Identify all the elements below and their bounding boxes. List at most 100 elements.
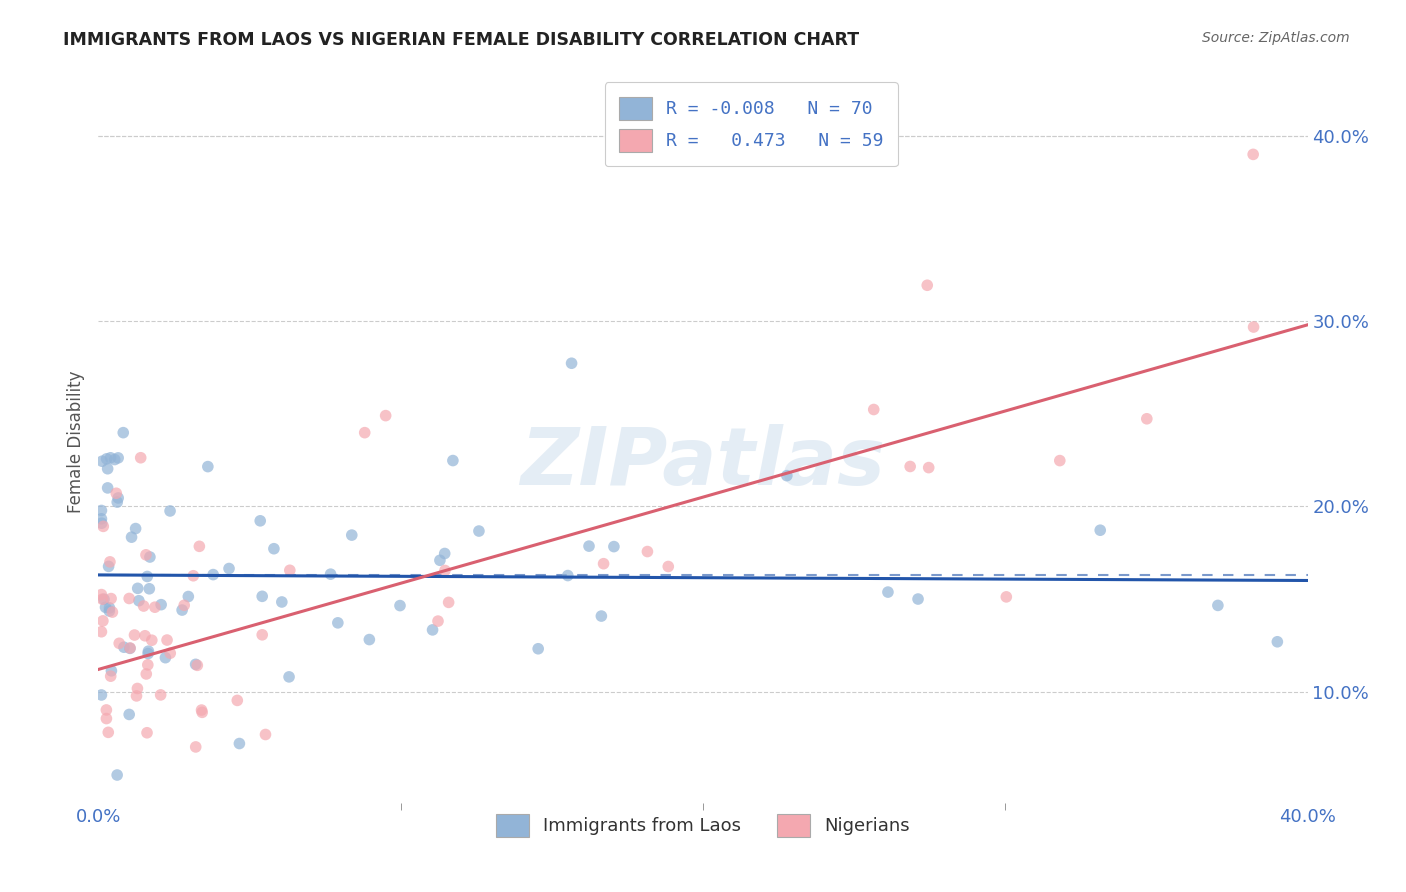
Point [100, 664, 122, 678]
Point [96, 703, 118, 717]
Point [124, 522, 146, 536]
Point [263, 541, 285, 556]
Point [90, 588, 112, 602]
Point [388, 599, 411, 613]
Y-axis label: Female Disability: Female Disability [66, 370, 84, 513]
Point [100, 450, 122, 465]
Point [91, 454, 114, 468]
Point [228, 737, 250, 751]
Point [877, 585, 900, 599]
Point [319, 567, 342, 582]
Point [437, 595, 460, 609]
Point [105, 768, 128, 782]
Point [340, 528, 363, 542]
Point [136, 569, 159, 583]
Point [1206, 599, 1229, 613]
Point [132, 599, 155, 613]
Point [100, 669, 122, 683]
Point [91, 592, 114, 607]
Point [188, 539, 211, 553]
Point [93, 592, 115, 607]
Point [915, 278, 938, 293]
Point [191, 706, 214, 720]
Point [918, 460, 941, 475]
Point [135, 548, 157, 562]
Point [184, 657, 207, 672]
Point [149, 688, 172, 702]
Point [218, 561, 240, 575]
Text: Source: ZipAtlas.com: Source: ZipAtlas.com [1202, 31, 1350, 45]
Point [898, 459, 921, 474]
Point [353, 425, 375, 440]
Point [90, 624, 112, 639]
Point [591, 609, 613, 624]
Point [136, 657, 159, 672]
Point [136, 725, 159, 739]
Point [143, 600, 166, 615]
Point [107, 450, 129, 465]
Point [197, 459, 219, 474]
Point [118, 641, 141, 656]
Point [138, 582, 160, 596]
Point [127, 681, 149, 696]
Point [657, 559, 679, 574]
Point [150, 598, 173, 612]
Legend: Immigrants from Laos, Nigerians: Immigrants from Laos, Nigerians [482, 799, 924, 852]
Point [173, 599, 195, 613]
Point [995, 590, 1018, 604]
Point [97, 461, 120, 475]
Point [278, 563, 301, 577]
Point [98, 555, 121, 569]
Point [105, 486, 128, 500]
Point [561, 356, 583, 370]
Point [433, 564, 456, 578]
Point [135, 667, 157, 681]
Point [177, 590, 200, 604]
Point [128, 593, 150, 607]
Point [250, 590, 273, 604]
Point [278, 670, 301, 684]
Point [1090, 523, 1112, 537]
Point [121, 530, 143, 544]
Point [90, 688, 112, 702]
Point [91, 519, 114, 533]
Point [159, 504, 181, 518]
Point [468, 524, 491, 538]
Point [433, 547, 456, 561]
Point [159, 646, 181, 660]
Point [98, 601, 121, 615]
Point [1267, 634, 1289, 648]
Point [118, 591, 141, 606]
Point [1136, 411, 1159, 425]
Point [592, 557, 614, 571]
Point [422, 623, 444, 637]
Point [101, 605, 124, 619]
Point [1241, 147, 1264, 161]
Point [100, 591, 122, 606]
Point [136, 647, 159, 661]
Point [190, 703, 212, 717]
Point [441, 453, 464, 467]
Point [270, 595, 292, 609]
Point [98, 604, 121, 618]
Point [249, 514, 271, 528]
Point [186, 658, 208, 673]
Point [90, 516, 112, 531]
Point [138, 644, 160, 658]
Point [112, 640, 135, 655]
Point [112, 425, 135, 440]
Point [326, 615, 349, 630]
Point [250, 628, 273, 642]
Point [603, 540, 626, 554]
Point [155, 650, 177, 665]
Point [578, 539, 600, 553]
Point [862, 402, 884, 417]
Point [1243, 320, 1265, 334]
Point [105, 495, 128, 509]
Point [104, 452, 127, 467]
Point [226, 693, 249, 707]
Point [124, 628, 146, 642]
Point [1049, 453, 1071, 467]
Point [107, 491, 129, 505]
Point [118, 707, 141, 722]
